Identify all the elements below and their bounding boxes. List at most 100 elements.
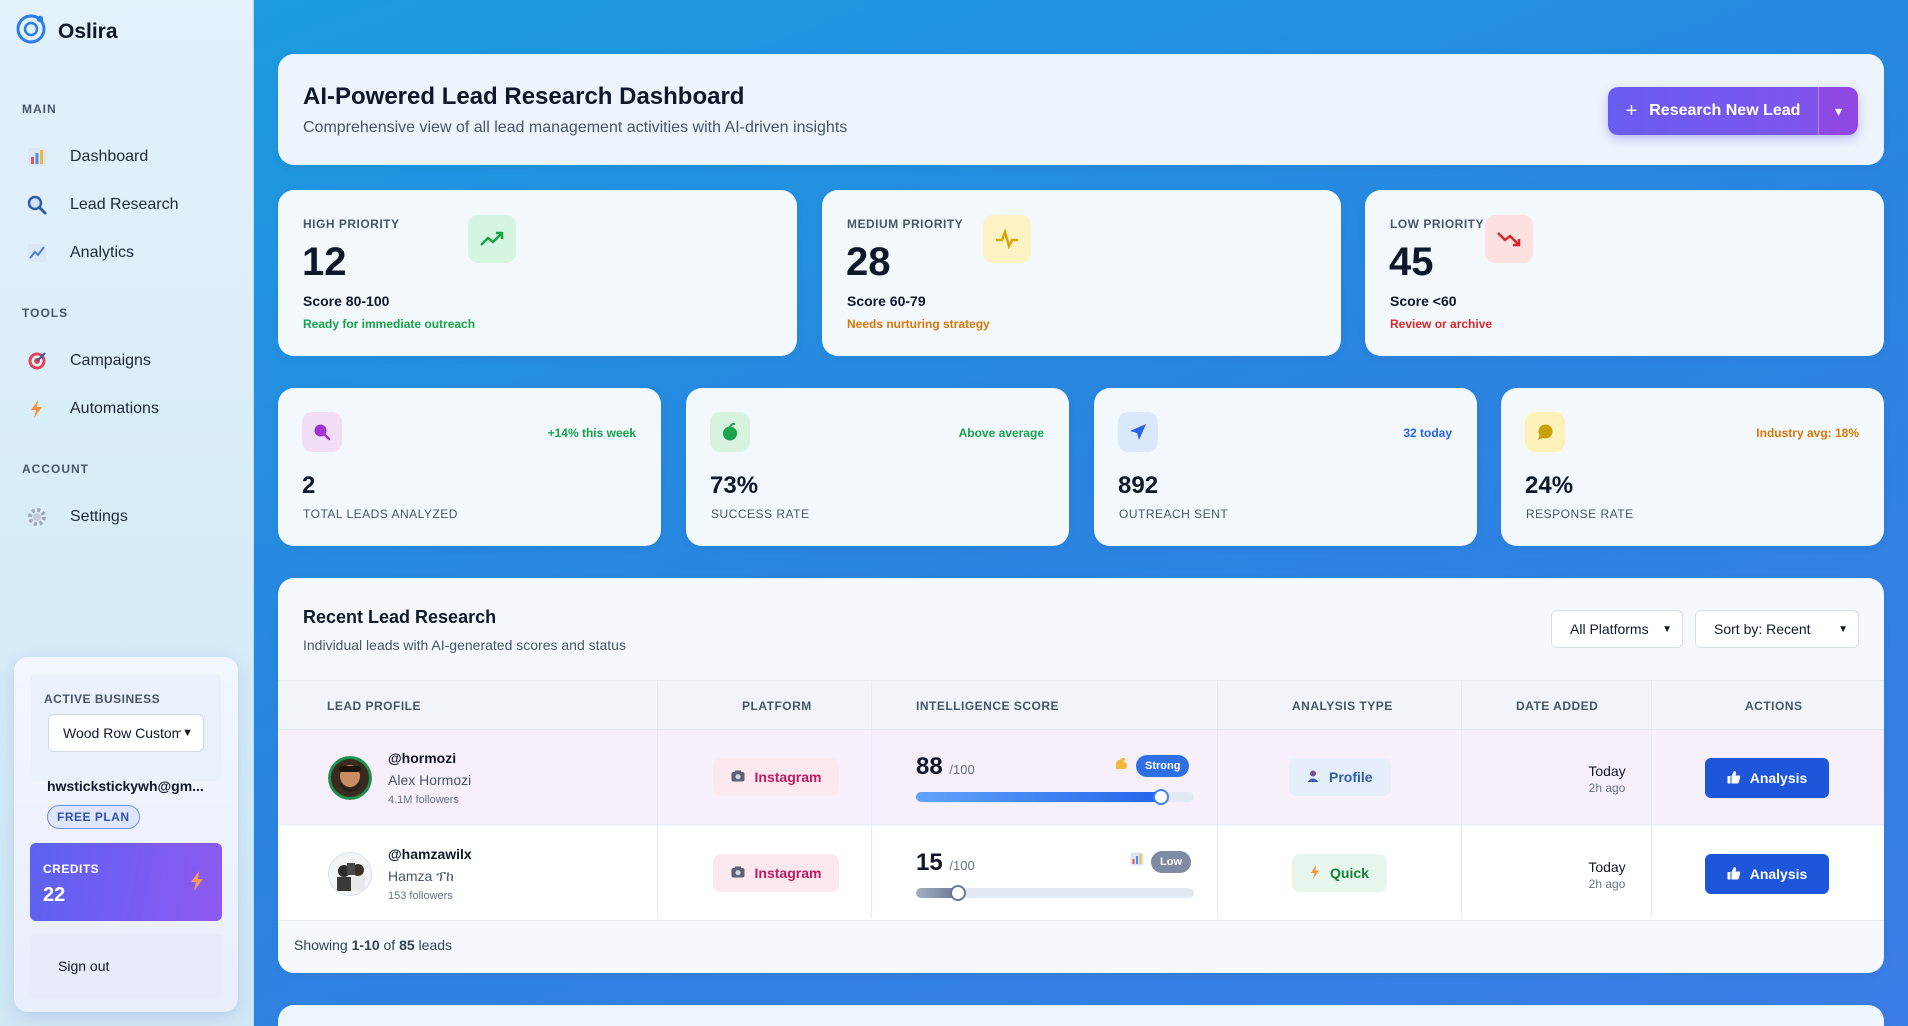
sidebar-item-analytics[interactable]: Analytics <box>16 233 238 273</box>
platform-badge: Instagram <box>713 758 839 796</box>
stat-card-response-rate: Industry avg: 18% 24% RESPONSE RATE <box>1501 388 1884 546</box>
priority-note: Needs nurturing strategy <box>847 317 990 331</box>
score-value: 15 <box>916 849 943 876</box>
recent-leads-title: Recent Lead Research <box>303 607 497 627</box>
intelligence-score: 15 /100 <box>916 849 975 877</box>
recent-leads-panel: Recent Lead Research Individual leads wi… <box>278 578 1884 973</box>
research-new-lead-button[interactable]: + Research New Lead <box>1608 87 1818 135</box>
pagination-range: 1-10 <box>351 937 380 953</box>
lead-handle[interactable]: @hamzawilx <box>388 846 472 862</box>
active-business-label: ACTIVE BUSINESS <box>44 692 161 706</box>
priority-card-medium[interactable]: MEDIUM PRIORITY 28 Score 60-79 Needs nur… <box>822 190 1341 356</box>
column-header-platform: PLATFORM <box>742 699 812 713</box>
sidebar-item-campaigns[interactable]: Campaigns <box>16 341 238 381</box>
brand[interactable]: Oslira <box>14 12 118 51</box>
lead-handle[interactable]: @hormozi <box>388 750 457 766</box>
table-row[interactable]: @hormozi Alex Hormozi 4.1M followers Ins… <box>278 730 1884 825</box>
pagination-middle: of <box>379 937 400 953</box>
business-select[interactable]: Wood Row Custom ▼ <box>48 714 204 752</box>
priority-count: 12 <box>302 240 347 284</box>
send-icon <box>1118 412 1158 452</box>
research-dropdown-button[interactable]: ▾ <box>1818 87 1858 135</box>
sidebar-item-automations[interactable]: Automations <box>16 389 238 429</box>
chevron-down-icon: ▼ <box>1662 623 1672 635</box>
credits-panel: CREDITS 22 <box>30 843 222 921</box>
pagination-prefix: Showing <box>294 937 352 953</box>
platform-badge: Instagram <box>713 854 839 892</box>
business-select-value: Wood Row Custom <box>63 725 181 741</box>
sidebar-item-settings[interactable]: Settings <box>16 497 238 537</box>
column-divider <box>1651 680 1652 918</box>
research-new-lead-button-group: + Research New Lead ▾ <box>1608 87 1858 135</box>
score-value: 88 <box>916 753 943 780</box>
priority-score-range: Score 80-100 <box>303 293 390 309</box>
stat-card-outreach-sent: 32 today 892 OUTREACH SENT <box>1094 388 1477 546</box>
score-progress-bar <box>916 789 1194 805</box>
stat-value: 24% <box>1525 472 1574 499</box>
sidebar-item-lead-research[interactable]: Lead Research <box>16 185 238 225</box>
analysis-button-label: Analysis <box>1749 770 1808 786</box>
sidebar-item-label: Lead Research <box>70 196 179 213</box>
priority-card-high[interactable]: HIGH PRIORITY 12 Score 80-100 Ready for … <box>278 190 797 356</box>
sidebar-item-dashboard[interactable]: Dashboard <box>16 137 238 177</box>
platform-label: Instagram <box>754 769 822 785</box>
credits-value: 22 <box>43 884 66 906</box>
lead-followers: 153 followers <box>388 890 453 902</box>
lead-followers: 4.1M followers <box>388 794 459 806</box>
analysis-button[interactable]: Analysis <box>1705 758 1829 798</box>
lead-name: Alex Hormozi <box>388 772 472 788</box>
stat-trend: 32 today <box>1403 426 1452 440</box>
sidebar: Oslira MAIN Dashboard Lead Research Anal… <box>0 0 254 1026</box>
stat-label: TOTAL LEADS ANALYZED <box>303 507 458 521</box>
pulse-icon <box>983 215 1031 263</box>
stat-label: OUTREACH SENT <box>1119 507 1229 521</box>
sidebar-item-label: Dashboard <box>70 148 149 165</box>
sort-select[interactable]: Sort by: Recent ▼ <box>1695 610 1859 648</box>
date-relative: 2h ago <box>1588 781 1626 795</box>
camera-icon <box>731 865 745 881</box>
priority-note: Review or archive <box>1390 317 1493 331</box>
priority-card-low[interactable]: LOW PRIORITY 45 Score <60 Review or arch… <box>1365 190 1884 356</box>
score-badge: Strong <box>1136 755 1190 777</box>
priority-note: Ready for immediate outreach <box>303 317 476 331</box>
sign-out-button[interactable]: Sign out <box>30 934 222 998</box>
avatar <box>328 852 372 896</box>
table-row[interactable]: @hamzawilx Hamza ፕከ 153 followers Instag… <box>278 826 1884 921</box>
column-header-date-added: DATE ADDED <box>1516 699 1599 713</box>
analysis-button-label: Analysis <box>1749 866 1808 882</box>
analysis-button[interactable]: Analysis <box>1705 854 1829 894</box>
score-progress-knob <box>949 885 966 901</box>
column-divider <box>1217 680 1218 918</box>
pagination-suffix: leads <box>414 937 453 953</box>
score-max: /100 <box>949 762 975 777</box>
intelligence-score: 88 /100 <box>916 753 975 781</box>
stat-label: RESPONSE RATE <box>1526 507 1634 521</box>
avatar <box>328 756 372 800</box>
target-icon <box>26 350 48 372</box>
analysis-type-badge: Profile <box>1289 758 1391 796</box>
stat-trend: Industry avg: 18% <box>1756 426 1859 440</box>
score-max: /100 <box>949 858 975 873</box>
sidebar-item-label: Analytics <box>70 244 135 261</box>
analysis-type-label: Quick <box>1330 865 1369 881</box>
apple-icon <box>710 412 750 452</box>
trending-down-icon <box>1485 215 1533 263</box>
column-header-analysis-type: ANALYSIS TYPE <box>1292 699 1393 713</box>
analysis-type-badge: Quick <box>1292 854 1387 892</box>
nav-section-tools: TOOLS <box>22 306 69 320</box>
priority-score-range: Score <60 <box>1390 293 1457 309</box>
business-card: ACTIVE BUSINESS Wood Row Custom ▼ hwstic… <box>14 657 238 1012</box>
priority-label: MEDIUM PRIORITY <box>847 217 964 231</box>
lightning-icon <box>26 398 48 420</box>
pagination-summary: Showing 1-10 of 85 leads <box>294 937 452 953</box>
platform-label: Instagram <box>754 865 822 881</box>
thumbs-up-icon <box>1727 770 1741 787</box>
chevron-down-icon: ▼ <box>182 727 193 739</box>
platform-filter-select[interactable]: All Platforms ▼ <box>1551 610 1683 648</box>
user-icon <box>1307 769 1319 785</box>
priority-label: LOW PRIORITY <box>1390 217 1484 231</box>
user-email: hwstickstickywh@gm... <box>47 778 204 794</box>
credits-label: CREDITS <box>43 862 100 876</box>
dashboard-header: AI-Powered Lead Research Dashboard Compr… <box>278 54 1884 165</box>
plus-icon: + <box>1625 99 1638 122</box>
